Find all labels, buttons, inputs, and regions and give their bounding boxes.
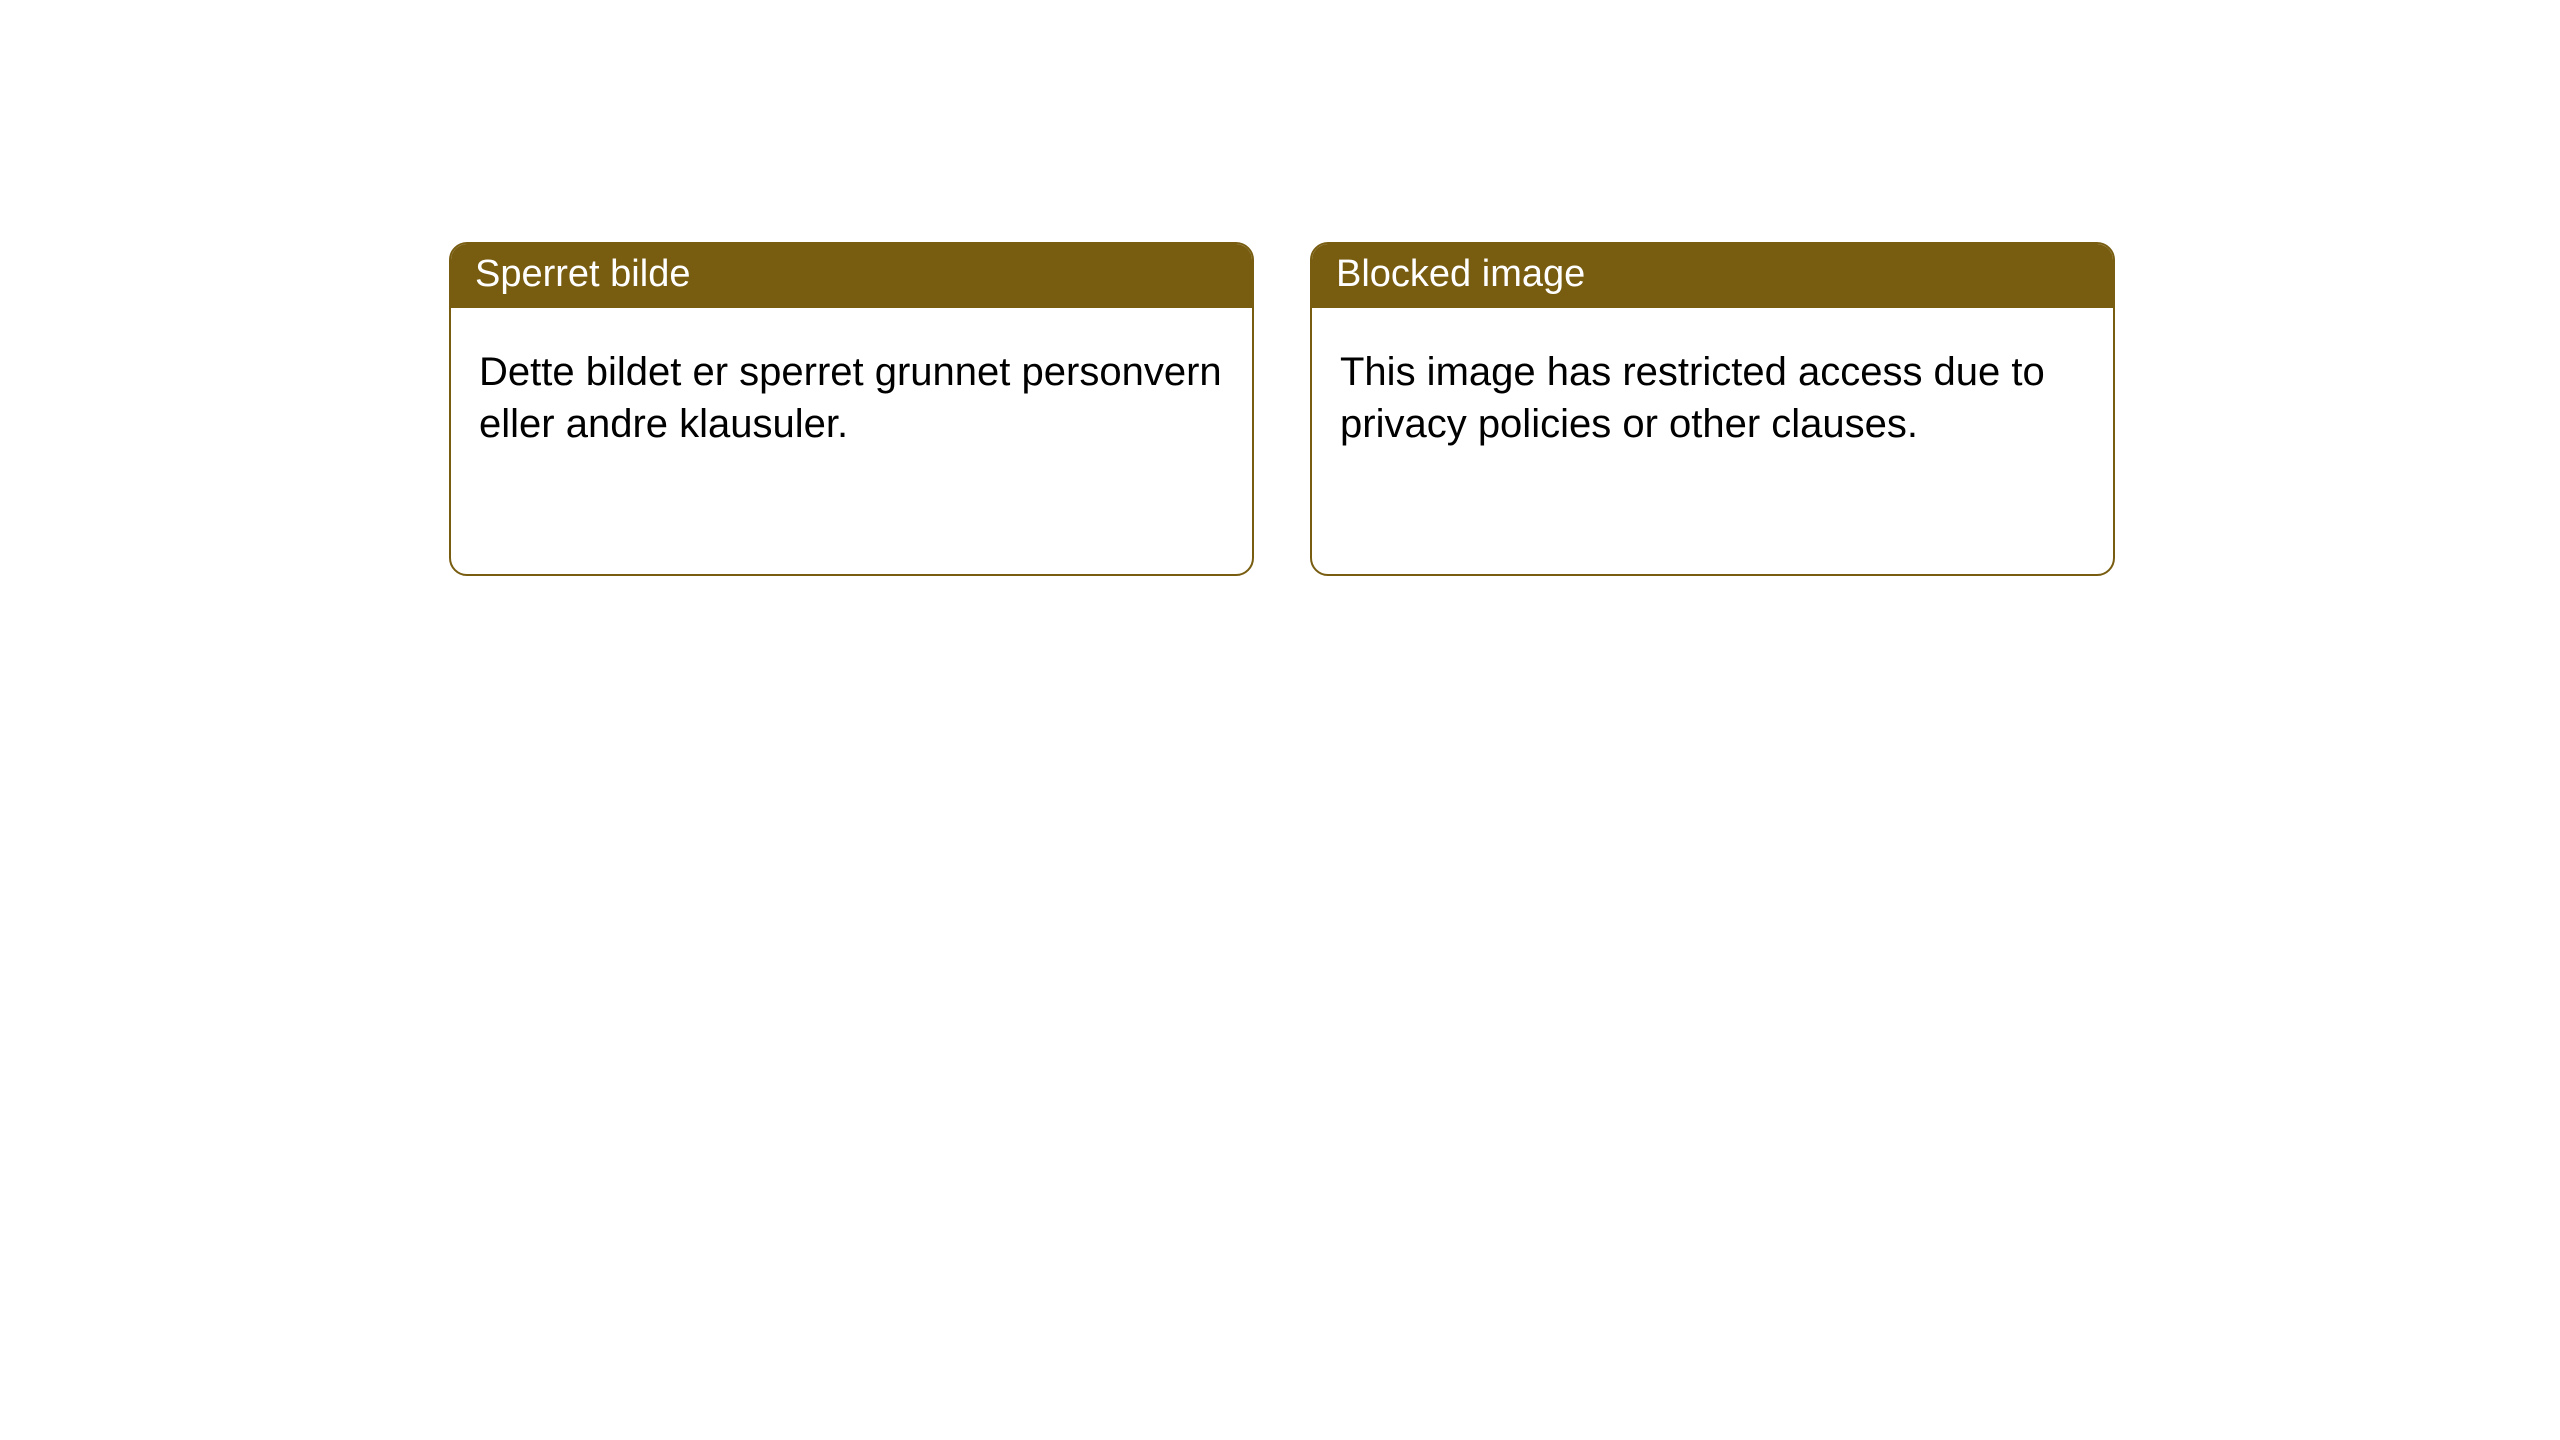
notice-card-title: Blocked image [1312,244,2113,308]
notice-card-body: This image has restricted access due to … [1312,308,2113,478]
notice-card-english: Blocked image This image has restricted … [1310,242,2115,576]
notice-cards-container: Sperret bilde Dette bildet er sperret gr… [0,0,2560,576]
notice-card-norwegian: Sperret bilde Dette bildet er sperret gr… [449,242,1254,576]
notice-card-body: Dette bildet er sperret grunnet personve… [451,308,1252,478]
notice-card-title: Sperret bilde [451,244,1252,308]
